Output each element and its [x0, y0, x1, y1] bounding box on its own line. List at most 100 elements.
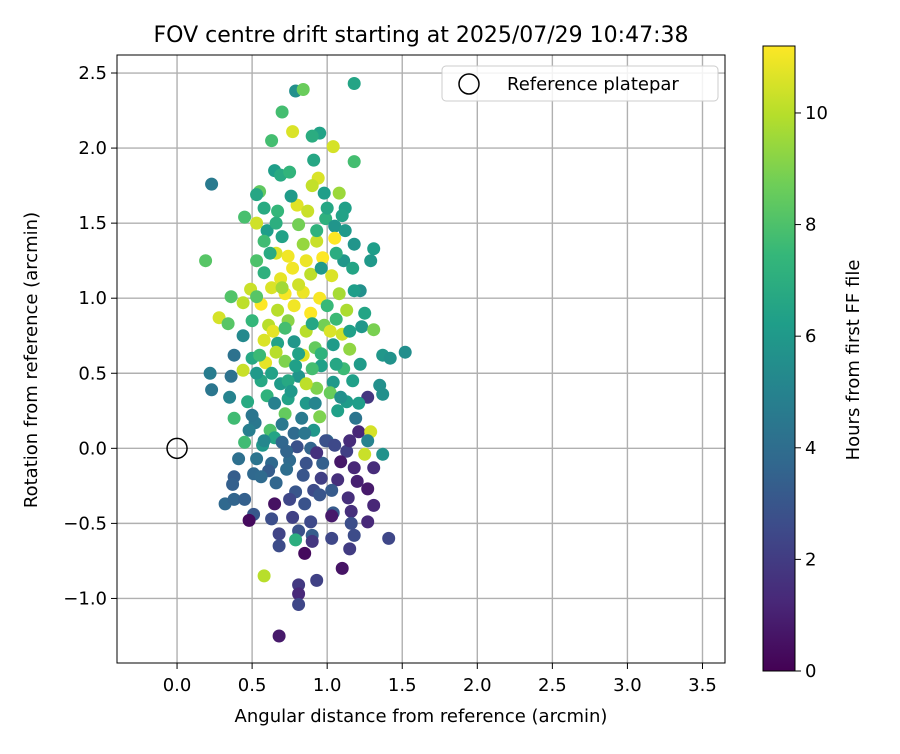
- data-point: [272, 527, 286, 541]
- data-point: [316, 456, 330, 470]
- data-point: [319, 212, 333, 226]
- data-point: [361, 482, 375, 496]
- data-point: [347, 461, 361, 475]
- data-point: [286, 510, 300, 524]
- y-tick-label: 1.5: [78, 213, 107, 234]
- data-point: [343, 342, 357, 356]
- data-point: [367, 242, 381, 256]
- data-point: [398, 345, 412, 359]
- data-point: [224, 369, 238, 383]
- y-tick-label: 2.5: [78, 63, 107, 84]
- data-point: [257, 333, 271, 347]
- data-point: [328, 438, 342, 452]
- x-tick-label: 2.5: [538, 675, 567, 696]
- data-point: [257, 569, 271, 583]
- data-point: [358, 306, 372, 320]
- y-axis-label: Rotation from reference (arcmin): [21, 212, 42, 508]
- data-point: [268, 497, 282, 511]
- data-point: [281, 249, 295, 263]
- data-point: [281, 374, 295, 388]
- data-point: [283, 165, 297, 179]
- data-point: [367, 323, 381, 337]
- data-point: [367, 498, 381, 512]
- data-point: [313, 410, 327, 424]
- data-point: [250, 188, 264, 202]
- data-point: [241, 395, 255, 409]
- colorbar-tick-label: 6: [805, 326, 816, 347]
- data-point: [349, 411, 363, 425]
- data-point: [310, 381, 324, 395]
- y-tick-label: 0.5: [78, 363, 107, 384]
- data-point: [238, 435, 252, 449]
- colorbar-gradient: [762, 45, 796, 672]
- data-point: [250, 216, 264, 230]
- data-point: [272, 539, 286, 553]
- x-tick-label: 3.0: [613, 675, 642, 696]
- data-point: [266, 324, 280, 338]
- data-point: [254, 470, 268, 484]
- data-point: [236, 296, 250, 310]
- data-point: [331, 473, 345, 487]
- data-point: [205, 383, 219, 397]
- data-point: [232, 452, 246, 466]
- data-point: [269, 216, 283, 230]
- x-axis-label: Angular distance from reference (arcmin): [235, 706, 608, 727]
- data-point: [269, 345, 283, 359]
- data-point: [332, 186, 346, 200]
- legend: Reference platepar: [441, 65, 719, 102]
- x-tick-label: 2.0: [463, 675, 492, 696]
- data-point: [343, 434, 357, 448]
- colorbar-tick-label: 2: [805, 549, 816, 570]
- data-point: [265, 281, 279, 295]
- data-point: [317, 186, 331, 200]
- data-point: [286, 125, 300, 139]
- data-point: [236, 363, 250, 377]
- data-point: [331, 404, 345, 418]
- data-point: [227, 348, 241, 362]
- data-point: [257, 201, 271, 215]
- colorbar: 0 2 4 6 8 10 Hours from first FF file: [762, 45, 864, 682]
- data-point: [269, 476, 283, 490]
- data-point: [265, 134, 279, 148]
- data-point: [329, 312, 343, 326]
- data-point: [316, 251, 330, 265]
- data-point: [305, 534, 319, 548]
- data-point: [326, 375, 340, 389]
- data-point: [283, 492, 297, 506]
- data-point: [260, 224, 274, 238]
- data-point: [329, 357, 343, 371]
- x-tick-label: 1.0: [313, 675, 342, 696]
- data-point: [352, 396, 366, 410]
- data-point: [343, 324, 357, 338]
- data-point: [292, 278, 306, 292]
- data-point: [344, 516, 358, 530]
- grid-lines: [117, 55, 725, 663]
- x-tick-labels: 0.0 0.5 1.0 1.5 2.0 2.5 3.0 3.5: [163, 663, 717, 696]
- data-point: [347, 77, 361, 90]
- data-point: [238, 492, 252, 506]
- data-point: [305, 362, 319, 376]
- data-point: [301, 204, 315, 218]
- data-point: [299, 377, 313, 391]
- data-point: [340, 444, 354, 458]
- colorbar-tick-label: 0: [805, 661, 816, 682]
- data-point: [226, 477, 240, 491]
- data-point: [325, 531, 339, 545]
- data-point: [314, 261, 328, 275]
- data-point: [224, 290, 238, 304]
- x-tick-label: 1.5: [388, 675, 417, 696]
- data-point: [250, 290, 264, 304]
- data-point: [205, 177, 219, 191]
- y-tick-label: 0.0: [78, 438, 107, 459]
- data-point: [340, 303, 354, 317]
- data-point: [286, 261, 300, 275]
- x-tick-label: 0.0: [163, 675, 192, 696]
- data-point: [289, 359, 303, 373]
- data-point: [295, 411, 309, 425]
- data-point: [355, 320, 369, 334]
- data-point: [347, 155, 361, 169]
- data-point: [257, 266, 271, 280]
- plot-frame: [116, 54, 726, 664]
- y-tick-label: 1.0: [78, 288, 107, 309]
